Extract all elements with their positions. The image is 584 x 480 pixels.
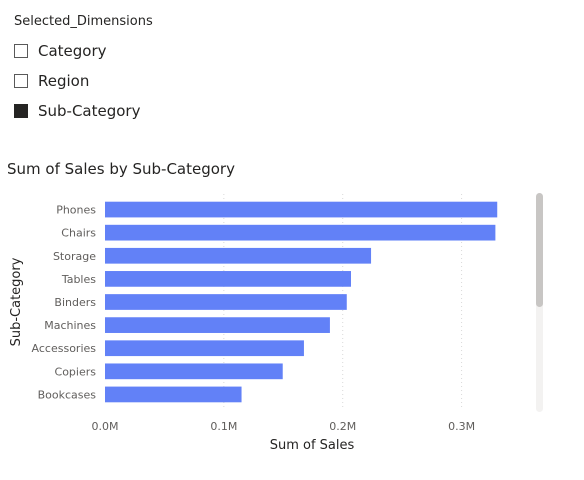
bar-bookcases [105, 386, 242, 403]
slicer-item-category[interactable]: Category [14, 36, 153, 66]
x-tick-label: 0.2M [329, 420, 356, 433]
bar-accessories [105, 340, 304, 357]
bar-machines [105, 317, 330, 333]
y-tick-label: Binders [54, 296, 96, 309]
slicer-item-label: Region [38, 72, 90, 90]
bar-storage [105, 247, 372, 264]
y-tick-label: Copiers [55, 365, 97, 378]
y-tick-label: Phones [56, 204, 96, 217]
bar-binders [105, 294, 347, 310]
y-tick-label: Storage [53, 250, 96, 263]
bar-copiers [105, 363, 283, 380]
bar-phones [105, 201, 498, 218]
y-tick-label: Chairs [61, 227, 96, 240]
bar-chairs [105, 224, 496, 241]
slicer-item-label: Category [38, 42, 107, 60]
chart-title: Sum of Sales by Sub-Category [7, 160, 235, 178]
checkbox-category[interactable] [14, 44, 28, 58]
scrollbar-thumb[interactable] [536, 193, 543, 307]
x-tick-label: 0.3M [448, 420, 475, 433]
checkbox-sub-category[interactable] [14, 104, 28, 118]
y-tick-label: Machines [44, 319, 96, 332]
y-tick-label: Tables [61, 273, 96, 286]
slicer-item-sub-category[interactable]: Sub-Category [14, 96, 153, 126]
checkbox-region[interactable] [14, 74, 28, 88]
bar-tables [105, 271, 351, 287]
slicer-title: Selected_Dimensions [14, 14, 153, 29]
bar-chart: 0.0M 0.1M 0.2M 0.3M Phones Chairs Storage Table… [9, 194, 498, 453]
y-axis-title: Sub-Category [9, 257, 24, 346]
slicer: Selected_Dimensions Category Region Sub-… [14, 14, 153, 126]
slicer-item-label: Sub-Category [38, 102, 141, 120]
y-tick-label: Accessories [32, 342, 97, 355]
y-tick-label: Bookcases [38, 388, 97, 401]
x-tick-label: 0.1M [210, 420, 237, 433]
x-tick-label: 0.0M [92, 420, 119, 433]
slicer-item-region[interactable]: Region [14, 66, 153, 96]
x-axis-title: Sum of Sales [270, 438, 355, 453]
